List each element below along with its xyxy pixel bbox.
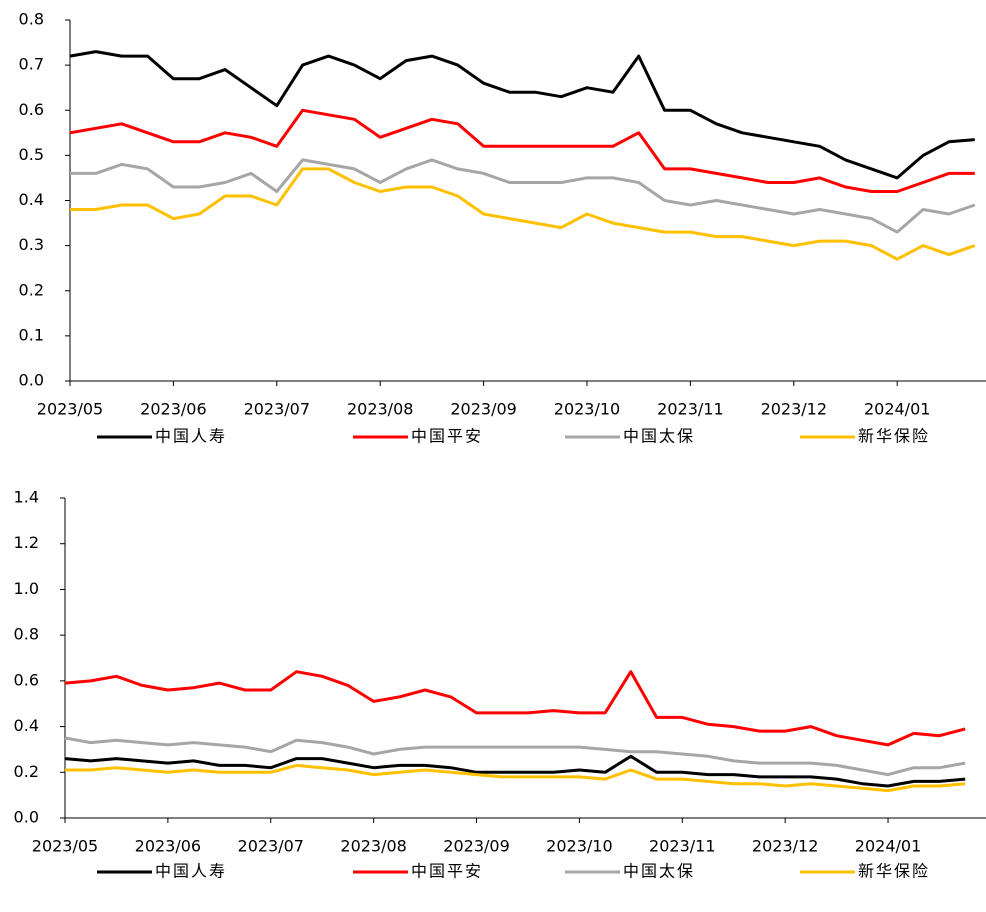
legend-label: 新华保险 (858, 427, 930, 446)
series-line (69, 108, 975, 193)
y-tick-label: 0.6 (14, 670, 39, 689)
x-tick-label: 2024/01 (855, 837, 921, 856)
y-tick-label: 0.5 (19, 145, 44, 164)
x-tick-label: 2024/01 (864, 400, 930, 419)
x-tick-label: 2023/06 (140, 400, 206, 419)
series-line (64, 670, 966, 747)
x-tick-label: 2023/11 (657, 400, 723, 419)
y-tick-label: 1.4 (14, 488, 39, 507)
legend-label: 中国平安 (411, 427, 483, 446)
x-tick-label: 2023/05 (32, 837, 98, 856)
y-tick-label: 0.0 (19, 371, 44, 390)
y-tick-label: 0.7 (19, 55, 44, 74)
x-tick-label: 2023/09 (450, 400, 516, 419)
y-tick-label: 0.2 (14, 762, 39, 781)
x-tick-label: 2023/12 (752, 837, 818, 856)
series-line (64, 754, 966, 788)
y-tick-label: 0.3 (19, 235, 44, 254)
legend-label: 中国人寿 (155, 862, 227, 881)
x-tick-label: 2023/06 (135, 837, 201, 856)
x-tick-label: 2023/07 (238, 837, 304, 856)
x-tick-label: 2023/08 (347, 400, 413, 419)
y-tick-label: 0.8 (19, 10, 44, 29)
y-tick-label: 0.6 (19, 100, 44, 119)
y-tick-label: 0.2 (19, 280, 44, 299)
legend-label: 中国太保 (623, 427, 695, 446)
series-line (70, 158, 976, 234)
x-tick-label: 2023/10 (546, 837, 612, 856)
x-tick-label: 2023/11 (649, 837, 715, 856)
y-tick-label: 0.4 (14, 716, 39, 735)
x-tick-label: 2023/07 (244, 400, 310, 419)
y-tick-label: 0.0 (14, 808, 39, 827)
y-tick-label: 1.0 (14, 579, 39, 598)
series-line (70, 167, 976, 261)
y-tick-label: 1.2 (14, 533, 39, 552)
x-tick-label: 2023/12 (761, 400, 827, 419)
legend-label: 中国太保 (623, 862, 695, 881)
y-tick-label: 0.8 (14, 625, 39, 644)
x-tick-label: 2023/10 (554, 400, 620, 419)
legend-label: 新华保险 (858, 862, 930, 881)
y-tick-label: 0.1 (19, 325, 44, 344)
legend-label: 中国平安 (411, 862, 483, 881)
legend-label: 中国人寿 (155, 427, 227, 446)
x-tick-label: 2023/05 (37, 400, 103, 419)
series-line (69, 50, 975, 180)
series-line (65, 763, 966, 793)
y-tick-label: 0.4 (19, 190, 44, 209)
x-tick-label: 2023/08 (340, 837, 406, 856)
x-tick-label: 2023/09 (443, 837, 509, 856)
series-line (64, 736, 966, 777)
